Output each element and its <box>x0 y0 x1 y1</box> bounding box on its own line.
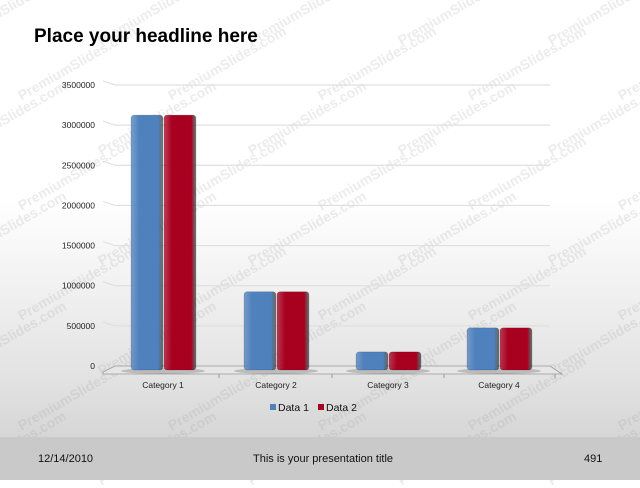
legend-swatch <box>270 404 276 410</box>
legend-label: Data 2 <box>326 402 357 414</box>
slide-footer: 12/14/2010 This is your presentation tit… <box>0 437 640 480</box>
footer-title: This is your presentation title <box>253 453 394 465</box>
gridline-diag <box>102 200 116 206</box>
bar-data-1 <box>355 351 389 371</box>
bar-data-1 <box>130 114 164 371</box>
y-tick-label: 2500000 <box>62 160 95 170</box>
footer-date: 12/14/2010 <box>38 453 94 465</box>
x-tick-label: Category 2 <box>255 380 297 390</box>
bar-data-1 <box>466 327 500 371</box>
y-tick-label: 1500000 <box>62 241 95 251</box>
legend-label: Data 1 <box>278 402 309 414</box>
y-tick-label: 3000000 <box>62 120 95 130</box>
bar-chart: 0 500000 1000000 1500000 2000000 2500000 30000… <box>62 80 564 414</box>
x-tick-label: Category 4 <box>478 380 520 390</box>
gridline-diag <box>102 120 116 126</box>
gridline-diag <box>102 361 116 367</box>
gridline-diag <box>102 321 116 327</box>
gridline-diag <box>102 80 116 86</box>
gridline-diag <box>102 281 116 287</box>
bar-data-2 <box>276 291 310 371</box>
x-tick-label: Category 1 <box>142 380 184 390</box>
y-tick-label: 0 <box>90 361 95 371</box>
footer-page-number: 491 <box>584 453 603 465</box>
slide-headline: Place your headline here <box>34 26 258 47</box>
bar-data-2 <box>499 327 533 371</box>
y-tick-label: 2000000 <box>62 200 95 210</box>
gridline-diag <box>102 160 116 166</box>
y-tick-label: 3500000 <box>62 80 95 90</box>
legend-swatch <box>318 404 324 410</box>
bar-data-2 <box>388 351 422 371</box>
y-tick-label: 500000 <box>67 321 96 331</box>
chart-floor <box>102 365 564 375</box>
bar-data-1 <box>243 291 277 371</box>
gridline-diag <box>102 241 116 247</box>
bar-data-2 <box>163 114 197 371</box>
x-tick-label: Category 3 <box>367 380 409 390</box>
y-tick-label: 1000000 <box>62 281 95 291</box>
